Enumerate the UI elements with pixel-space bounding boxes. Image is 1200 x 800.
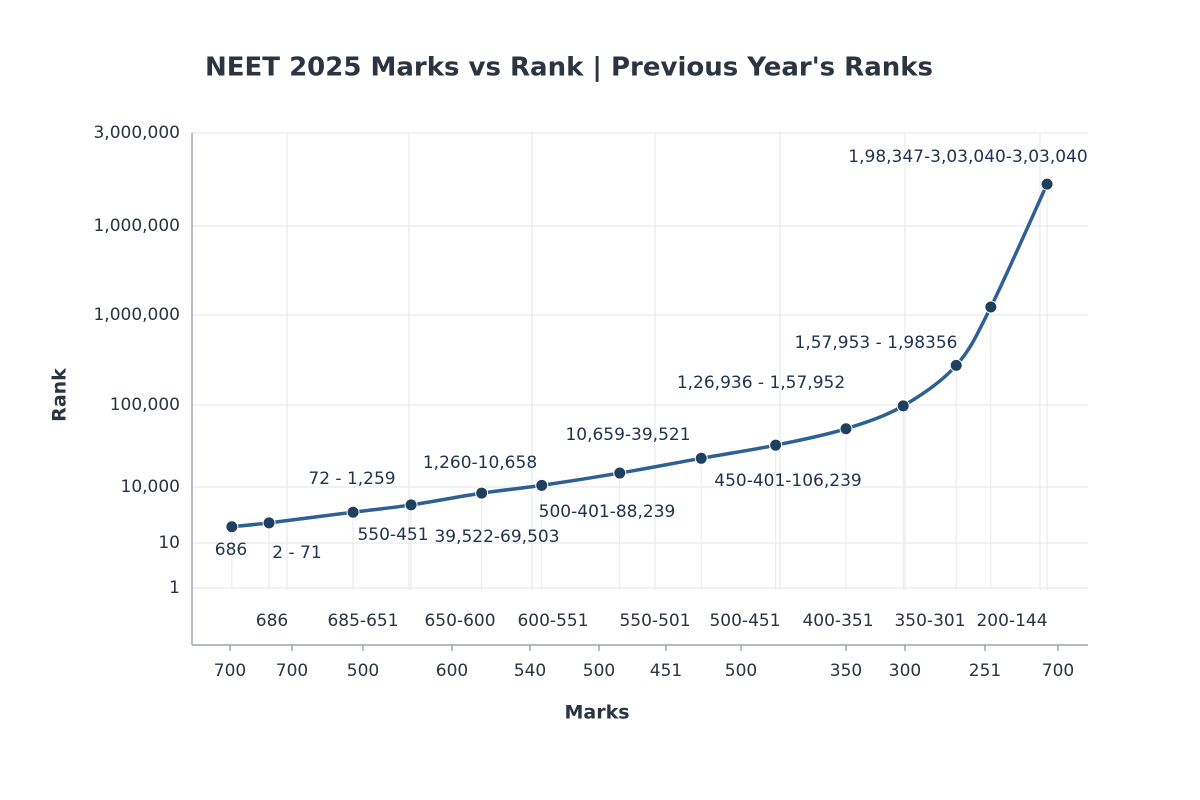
y-tick-label: 3,000,000 — [93, 123, 180, 143]
x-tick-label: 700 — [276, 661, 308, 681]
x-tick-label: 500 — [725, 661, 757, 681]
data-point — [896, 399, 910, 413]
annotation: 500-401-88,239 — [539, 502, 676, 522]
x-tick-label: 500 — [583, 661, 615, 681]
x-tick-label: 540 — [514, 661, 546, 681]
x-tick-label: 251 — [969, 661, 1001, 681]
data-point — [1040, 177, 1054, 191]
data-point — [769, 438, 783, 452]
y-tick-label: 10 — [158, 533, 180, 553]
data-point — [535, 478, 549, 492]
data-point — [475, 486, 489, 500]
annotation: 1,57,953 - 1,98356 — [795, 333, 958, 353]
range-label: 400-351 — [802, 611, 873, 631]
annotation: 1,98,347-3,03,040-3,03,040 — [848, 147, 1087, 167]
annotation: 39,522-69,503 — [434, 527, 559, 547]
y-axis-label: Rank — [49, 368, 71, 422]
data-point — [225, 520, 239, 534]
y-tick-label: 10,000 — [121, 477, 180, 497]
data-point — [984, 300, 998, 314]
x-tick-label: 600 — [436, 661, 468, 681]
annotation: 550-451 — [357, 525, 428, 545]
chart-title: NEET 2025 Marks vs Rank | Previous Year'… — [205, 53, 933, 83]
annotation: 1,26,936 - 1,57,952 — [677, 373, 845, 393]
range-label: 550-501 — [619, 611, 690, 631]
annotation: 450-401-106,239 — [714, 471, 861, 491]
range-label: 686 — [256, 611, 288, 631]
data-point — [404, 498, 418, 512]
y-tick-label: 100,000 — [110, 395, 180, 415]
x-tick-label: 451 — [650, 661, 682, 681]
data-point — [694, 451, 708, 465]
x-tick-label: 700 — [214, 661, 246, 681]
annotation: 2 - 71 — [272, 543, 321, 563]
data-point — [839, 422, 853, 436]
y-tick-label: 1 — [169, 578, 180, 598]
x-tick-label: 350 — [830, 661, 862, 681]
annotation: 686 — [215, 540, 247, 560]
annotation: 10,659-39,521 — [565, 425, 690, 445]
annotation: 72 - 1,259 — [308, 469, 395, 489]
x-tick-label: 700 — [1042, 661, 1074, 681]
y-tick-label: 1,000,000 — [93, 305, 180, 325]
range-label: 350-301 — [894, 611, 965, 631]
data-point — [262, 516, 276, 530]
y-tick-label: 1,000,000 — [93, 216, 180, 236]
x-axis-label: Marks — [564, 702, 629, 724]
range-label: 500-451 — [709, 611, 780, 631]
range-label: 600-551 — [517, 611, 588, 631]
range-label: 200-144 — [976, 611, 1047, 631]
data-point — [949, 358, 963, 372]
x-tick-label: 500 — [347, 661, 379, 681]
x-tick-label: 300 — [889, 661, 921, 681]
annotation: 1,260-10,658 — [423, 453, 537, 473]
data-point — [613, 466, 627, 480]
range-label: 685-651 — [327, 611, 398, 631]
data-point — [346, 505, 360, 519]
range-label: 650-600 — [424, 611, 495, 631]
